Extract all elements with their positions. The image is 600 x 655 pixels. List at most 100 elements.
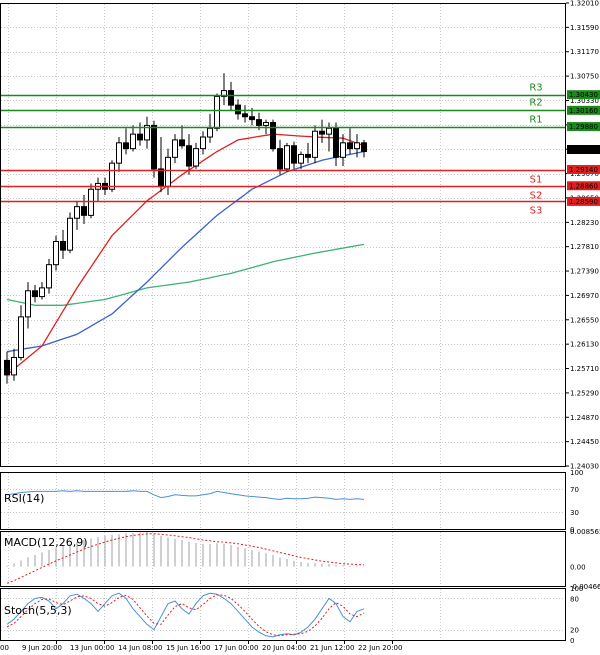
candle-body (340, 142, 346, 158)
level-price-label: 1.28590 (569, 198, 598, 206)
macd-panel: MACD(12,26,9) 0.008565 0.00 -0.004669 (0, 528, 600, 591)
candle-body (39, 287, 45, 298)
candle-body (179, 139, 185, 147)
candle-body (298, 153, 304, 164)
time-axis-label: 15 Jun 16:00 (166, 644, 210, 652)
level-name-r3: R3 (529, 83, 542, 94)
candle-body (88, 188, 94, 216)
candle-body (67, 217, 73, 251)
candle-body (130, 133, 136, 150)
level-name-s2: S2 (530, 191, 543, 202)
candle-body (200, 136, 206, 150)
price-axis-label: 1.31170 (570, 48, 599, 56)
time-axis-label: 13 Jun 00:00 (70, 644, 114, 652)
stoch-main-line (6, 592, 365, 638)
candle-body (53, 240, 59, 266)
candle-body (18, 316, 24, 359)
candle-body (46, 264, 52, 289)
rsi-axis-label: 0 (570, 526, 574, 534)
current-price-box (567, 145, 600, 155)
candle-body (270, 122, 276, 150)
level-price-label: 1.30430 (569, 91, 598, 99)
candle-body (4, 359, 10, 376)
rsi-line (6, 490, 365, 500)
candle-body (116, 142, 122, 164)
candle-body (312, 130, 318, 158)
price-frame (0, 3, 566, 467)
time-axis-label: 00 (0, 644, 9, 652)
candle-body (347, 142, 353, 150)
candle-body (326, 127, 332, 135)
candle-body (172, 139, 178, 158)
candle-body (74, 206, 80, 219)
price-panel: R3 R2 R1 S1 S2 S3 1.32010 1.31590 1.31170 1.30750… (0, 0, 600, 471)
level-price-label: 1.28860 (569, 182, 598, 190)
candle-body (207, 127, 213, 138)
level-name-r2: R2 (529, 98, 542, 109)
level-price-label: 1.30160 (569, 107, 598, 115)
price-axis-label: 1.24870 (570, 414, 599, 422)
candle-body (60, 240, 66, 251)
current-price-label: 1.29485 (569, 146, 598, 154)
candle-body (32, 290, 38, 298)
price-axis-label: 1.30330 (570, 97, 599, 105)
ma-mid-line (6, 150, 365, 353)
candle-body (165, 156, 171, 187)
stoch-axis-label: 80 (570, 595, 579, 603)
level-price-box (567, 165, 600, 175)
candle-body (249, 116, 255, 121)
rsi-axis-label: 100 (570, 469, 583, 477)
macd-title: MACD(12,26,9) (4, 536, 88, 549)
macd-frame (0, 531, 566, 587)
macd-axis-label: 0.00 (570, 564, 586, 572)
price-axis-label: 1.30750 (570, 73, 599, 81)
stoch-panel: Stoch(5,5,3) 100 80 20 0 (0, 585, 583, 645)
level-name-s3: S3 (530, 206, 543, 217)
candle-body (361, 142, 367, 153)
stoch-frame (0, 588, 566, 641)
candle-body (228, 90, 234, 106)
price-axis-label: 1.31590 (570, 24, 599, 32)
time-axis-label: 20 Jun 04:00 (262, 644, 306, 652)
candle-body (109, 162, 115, 190)
candle-body (123, 142, 129, 150)
candle-body (284, 145, 290, 170)
candle-body (144, 124, 150, 141)
candle-body (186, 145, 192, 167)
price-axis-label: 1.28230 (570, 219, 599, 227)
candle-body (81, 206, 87, 216)
price-axis-label: 1.25710 (570, 365, 599, 373)
candle-body (214, 95, 220, 129)
rsi-axis-label: 70 (570, 486, 579, 494)
stoch-title: Stoch(5,5,3) (4, 604, 72, 617)
stoch-axis-label: 20 (570, 627, 579, 635)
level-price-label: 1.29140 (569, 166, 598, 174)
price-axis-label: 1.24450 (570, 438, 599, 446)
price-axis-label: 1.32010 (570, 0, 599, 8)
candle-body (354, 142, 360, 150)
price-axis-label: 1.25290 (570, 389, 599, 397)
rsi-title: RSI(14) (4, 492, 44, 505)
price-axis-label: 1.29070 (570, 170, 599, 178)
candle-body (263, 122, 269, 126)
macd-axis-label: -0.004669 (570, 583, 600, 591)
stoch-axis-label: 0 (570, 637, 574, 645)
level-price-box (567, 105, 600, 115)
level-name-s1: S1 (530, 175, 543, 186)
price-axis-label: 1.26130 (570, 341, 599, 349)
time-axis: 00 9 Jun 20:00 13 Jun 00:00 14 Jun 08:00 15 … (0, 640, 402, 652)
price-axis-label: 1.26550 (570, 316, 599, 324)
level-price-box (567, 196, 600, 206)
macd-signal-line (6, 533, 365, 584)
ma-fast-line (6, 133, 365, 376)
level-price-label: 1.29880 (569, 123, 598, 131)
stoch-axis-label: 100 (570, 585, 583, 593)
time-axis-label: 14 Jun 08:00 (118, 644, 162, 652)
price-axis-label: 1.27810 (570, 243, 599, 251)
macd-axis-label: 0.008565 (570, 528, 600, 536)
level-price-box (567, 122, 600, 132)
rsi-frame (0, 472, 566, 530)
rsi-axis-label: 30 (570, 509, 579, 517)
